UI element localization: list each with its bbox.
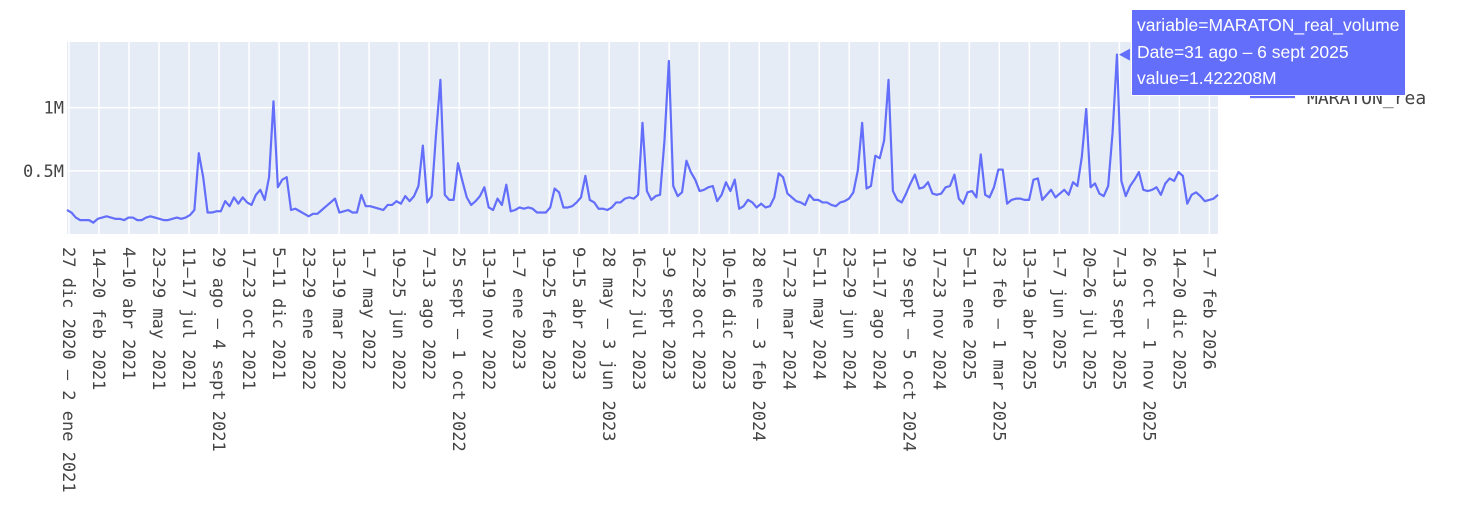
x-tick-label: 23–29 may 2021 [148, 247, 168, 390]
x-tick-label: 28 may – 3 jun 2023 [598, 247, 618, 441]
x-tick-label: 25 sept – 1 oct 2022 [448, 247, 468, 452]
x-tick-label: 4–10 abr 2021 [118, 247, 138, 380]
x-tick-label: 17–23 oct 2021 [238, 247, 258, 390]
y-tick-label: 1M [44, 99, 64, 119]
x-tick-label: 19–25 feb 2023 [538, 247, 558, 390]
x-tick-label: 3–9 sept 2023 [658, 247, 678, 380]
x-tick-label: 5–11 may 2024 [808, 247, 828, 380]
y-axis: 0.5M 1M [23, 99, 64, 182]
x-tick-label: 7–13 sept 2025 [1108, 247, 1128, 390]
x-tick-label: 1–7 may 2022 [358, 247, 378, 370]
x-tick-label: 10–16 dic 2023 [718, 247, 738, 390]
x-tick-label: 20–26 jul 2025 [1078, 247, 1098, 390]
x-tick-label: 13–19 nov 2022 [478, 247, 498, 390]
tooltip-value: value=1.422208M [1137, 68, 1277, 88]
series-line-maraton-real-volume[interactable] [66, 53, 1219, 224]
x-tick-label: 16–22 jul 2023 [628, 247, 648, 390]
x-tick-label: 9–15 abr 2023 [568, 247, 588, 380]
y-tick-label: 0.5M [23, 162, 64, 182]
x-tick-label: 29 sept – 5 oct 2024 [898, 247, 918, 452]
x-tick-label: 5–11 dic 2021 [268, 247, 288, 380]
x-tick-label: 1–7 feb 2026 [1198, 247, 1218, 370]
x-tick-label: 23 feb – 1 mar 2025 [988, 247, 1008, 441]
tooltip-date: Date=31 ago – 6 sept 2025 [1137, 41, 1349, 62]
x-tick-label: 23–29 ene 2022 [298, 247, 318, 390]
x-tick-label: 27 dic 2020 – 2 ene 2021 [58, 247, 78, 493]
x-tick-label: 22–28 oct 2023 [688, 247, 708, 390]
tooltip-pointer [1118, 48, 1130, 61]
x-tick-label: 13–19 abr 2025 [1018, 247, 1038, 390]
grid-lines [67, 42, 1218, 234]
x-tick-label: 13–19 mar 2022 [328, 247, 348, 390]
x-tick-label: 26 oct – 1 nov 2025 [1138, 247, 1158, 441]
x-axis: 27 dic 2020 – 2 ene 2021 14–20 feb 2021 4–… [58, 247, 1218, 493]
x-tick-label: 1–7 jun 2025 [1048, 247, 1068, 370]
x-tick-label: 23–29 jun 2024 [838, 247, 858, 390]
x-tick-label: 28 ene – 3 feb 2024 [748, 247, 768, 441]
x-tick-label: 14–20 feb 2021 [88, 247, 108, 390]
x-tick-label: 5–11 ene 2025 [958, 247, 978, 380]
x-tick-label: 11–17 ago 2024 [868, 247, 888, 390]
tooltip-variable: variable=MARATON_real_volume [1137, 15, 1400, 35]
x-tick-label: 19–25 jun 2022 [388, 247, 408, 390]
hover-tooltip: variable=MARATON_real_volume Date=31 ago… [1131, 9, 1407, 96]
x-tick-label: 17–23 nov 2024 [928, 247, 948, 390]
x-tick-label: 29 ago – 4 sept 2021 [208, 247, 228, 452]
x-tick-label: 17–23 mar 2024 [778, 247, 798, 390]
x-tick-label: 7–13 ago 2022 [418, 247, 438, 380]
x-tick-label: 11–17 jul 2021 [178, 247, 198, 390]
x-tick-label: 14–20 dic 2025 [1168, 247, 1188, 390]
x-tick-label: 1–7 ene 2023 [508, 247, 528, 370]
